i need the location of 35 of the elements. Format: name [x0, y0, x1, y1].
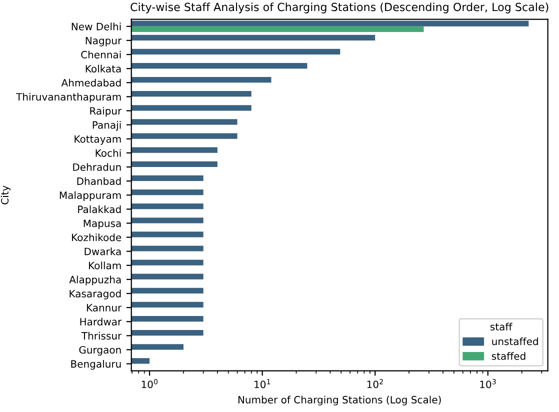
x-tick-label: 10$^{3}$	[480, 379, 496, 388]
x-tick-label: 10$^{1}$	[254, 379, 270, 388]
y-tick-label: Thiruvananthapuram	[16, 92, 121, 103]
x-tick-label: 10$^{2}$	[367, 379, 383, 388]
y-tick-label: Kollam	[89, 262, 121, 270]
y-tick-label: Dwarka	[84, 248, 121, 256]
y-tick-label: Bengaluru	[71, 360, 121, 370]
y-tick-label: Dhanbad	[77, 177, 121, 185]
chart-title: City-wise Staff Analysis of Charging Stations (Descending Order, Log Scale)	[130, 2, 548, 14]
legend-title: staff	[490, 322, 512, 331]
y-tick-label: Malappuram	[60, 191, 121, 201]
x-tick-label: 10$^{0}$	[142, 379, 158, 388]
y-tick-label: Kannur	[86, 304, 122, 312]
y-tick-label: Mapusa	[84, 220, 121, 230]
y-tick-label: Gurgaon	[79, 346, 121, 356]
y-tick-label: Kolkata	[86, 64, 121, 73]
y-axis-title: City	[0, 186, 11, 204]
y-tick-label: Kottayam	[74, 135, 121, 145]
y-tick-label: Alappuzha	[69, 276, 121, 286]
y-tick-label: New Delhi	[72, 22, 121, 30]
y-tick-label: Kasaragod	[70, 290, 121, 300]
y-tick-label: Nagpur	[86, 36, 122, 46]
y-tick-label: Thrissur	[81, 332, 122, 340]
y-tick-label: Raipur	[90, 106, 122, 117]
legend-label: staffed	[492, 352, 526, 360]
y-tick-label: Kozhikode	[72, 233, 122, 242]
y-tick-label: Panaji	[92, 120, 121, 131]
y-tick-label: Hardwar	[80, 318, 122, 326]
y-tick-label: Chennai	[81, 50, 121, 58]
x-axis-title: Number of Charging Stations (Log Scale)	[238, 396, 441, 406]
y-tick-label: Dehradun	[73, 163, 121, 171]
legend-label: unstaffed	[492, 337, 538, 346]
y-tick-label: Ahmedabad	[61, 78, 121, 87]
y-tick-label: Kochi	[96, 149, 121, 157]
y-tick-label: Palakkad	[78, 205, 121, 214]
